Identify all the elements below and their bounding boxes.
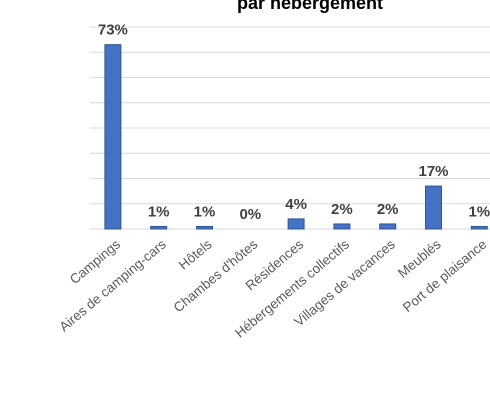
value-label: 1% [148,203,170,220]
bar [333,223,351,230]
value-label: 1% [468,203,490,220]
value-label: 17% [418,163,448,180]
bar [150,225,168,230]
x-tick-label: Chambes d'hôtes [171,236,261,315]
value-label: 73% [98,22,128,39]
chart-title: par hébergement [237,0,383,13]
x-tick-label: Hôtels [176,236,215,272]
value-label: 2% [331,201,353,218]
value-label: 1% [194,203,216,220]
bar [287,218,305,230]
bar [425,185,442,230]
value-label: 4% [285,196,307,213]
x-tick-label: Port de plaisance [400,237,490,316]
bar [379,223,397,230]
bar [196,225,213,230]
value-label: 2% [377,201,399,218]
bar [470,225,488,230]
value-label: 0% [239,206,261,223]
bar [104,44,122,230]
